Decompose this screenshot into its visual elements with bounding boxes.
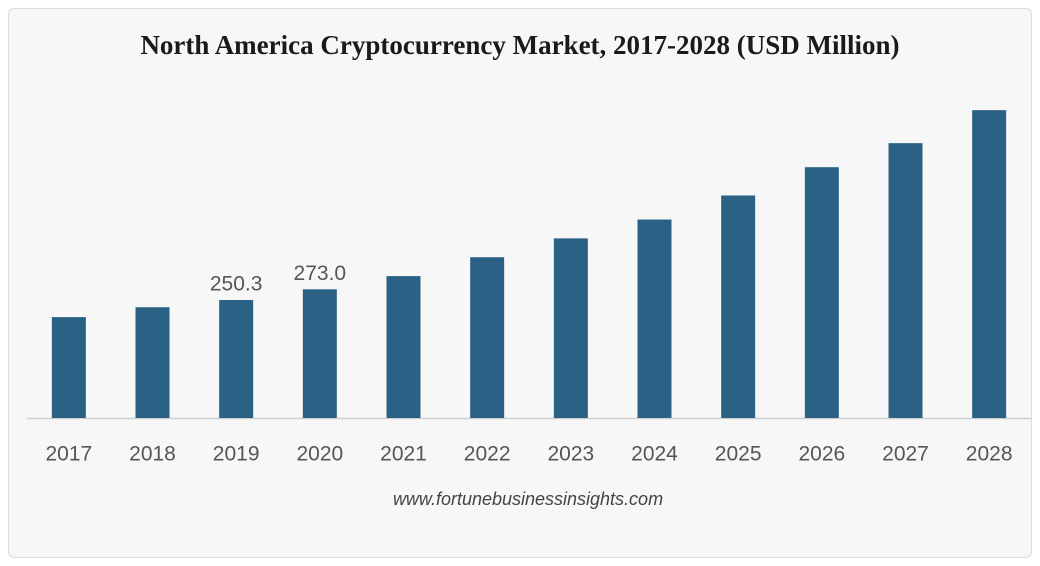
bar xyxy=(51,317,86,418)
bar xyxy=(972,110,1007,419)
x-tick-label: 2018 xyxy=(129,443,176,466)
chart-title: North America Cryptocurrency Market, 201… xyxy=(140,30,899,60)
x-tick-label: 2017 xyxy=(45,443,92,466)
bar xyxy=(135,307,170,418)
data-label: 273.0 xyxy=(294,262,347,285)
data-label: 250.3 xyxy=(210,273,263,296)
x-tick-label: 2019 xyxy=(213,443,260,466)
x-tick-label: 2020 xyxy=(296,443,343,466)
bar xyxy=(302,289,337,418)
bar xyxy=(637,219,672,418)
x-tick-label: 2023 xyxy=(547,443,594,466)
bar xyxy=(553,238,588,418)
x-tick-label: 2026 xyxy=(798,443,845,466)
bar xyxy=(470,257,505,418)
bar xyxy=(804,167,839,418)
x-tick-label: 2027 xyxy=(882,443,929,466)
x-tick-label: 2024 xyxy=(631,443,678,466)
source: www.fortunebusinessinsights.com xyxy=(393,489,663,509)
bar xyxy=(721,195,756,418)
x-tick-label: 2028 xyxy=(966,443,1013,466)
x-tick-label: 2022 xyxy=(464,443,511,466)
bar xyxy=(888,143,923,418)
x-tick-label: 2025 xyxy=(715,443,762,466)
chart-card xyxy=(8,8,1032,558)
x-tick-label: 2021 xyxy=(380,443,427,466)
bar xyxy=(219,300,254,418)
bar xyxy=(386,276,421,418)
